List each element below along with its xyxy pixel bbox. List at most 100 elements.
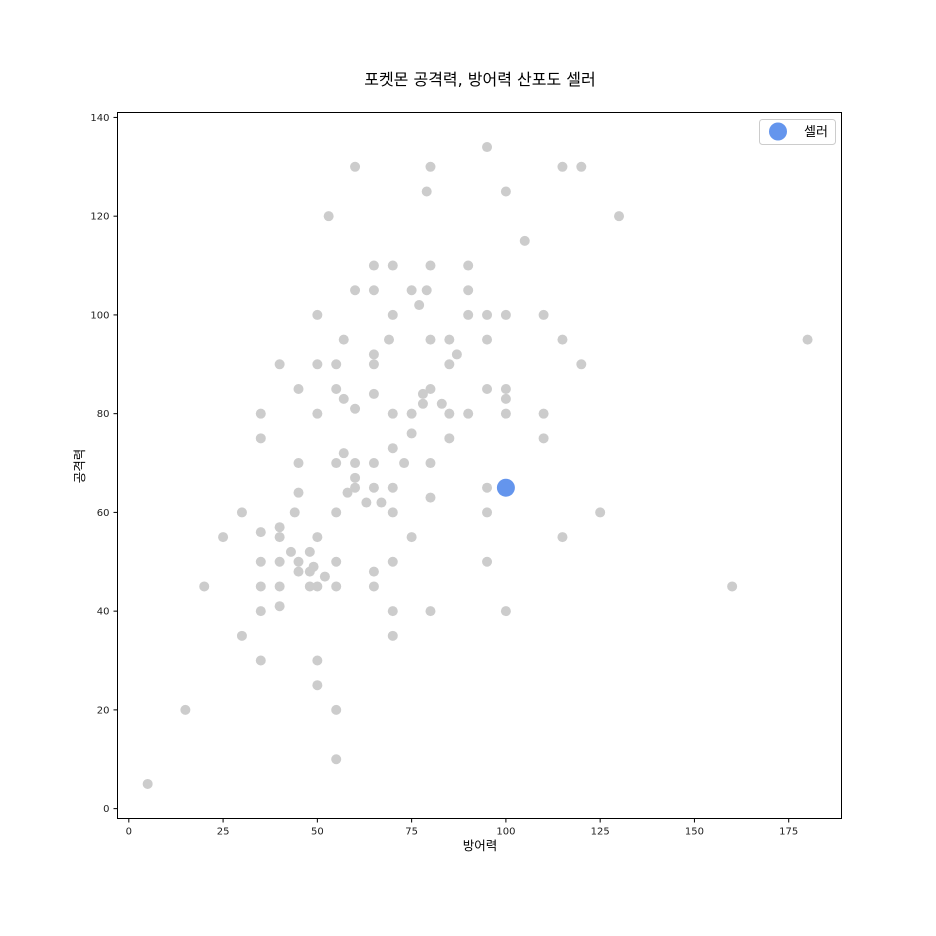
data-point [482,383,493,394]
data-point [463,408,474,419]
data-point [387,507,398,518]
data-point [451,349,462,360]
data-point [384,334,394,345]
data-point [500,408,511,419]
x-tick-label: 25 [217,827,230,838]
x-tick-label: 150 [685,827,704,838]
data-point [482,507,493,518]
data-point [463,309,474,320]
data-point [387,482,398,493]
y-tick-label: 20 [97,705,110,716]
data-point [482,334,493,345]
legend: 셀러 [759,119,836,145]
data-point [376,497,387,508]
data-point [236,630,247,641]
data-point [538,433,549,444]
data-point [361,497,372,508]
data-point [274,359,285,370]
y-tick-label: 140 [90,113,109,124]
data-point [557,334,568,345]
data-point [368,359,379,370]
y-axis: 0 20 40 60 80 100 120 140 [90,113,118,815]
data-point [417,388,428,399]
data-point [331,704,342,715]
y-tick-label: 120 [90,212,109,223]
data-point [342,487,353,498]
data-point [304,546,315,557]
data-point [500,383,511,394]
data-point [425,458,436,469]
data-point [425,260,436,271]
data-point [274,601,285,612]
legend-label: 셀러 [804,125,828,140]
data-point [387,606,398,617]
y-tick-label: 40 [97,607,110,618]
data-point [293,566,304,577]
data-point [387,443,398,454]
data-point [387,309,398,320]
data-point [285,546,296,557]
data-point [293,458,304,469]
data-point [274,581,285,592]
x-tick-label: 100 [496,827,515,838]
data-point [255,606,266,617]
data-point [444,433,455,444]
data-point [319,571,330,582]
data-point [444,408,455,419]
data-point [519,235,530,246]
data-point [436,398,447,409]
data-point [368,349,379,360]
data-point [312,408,323,419]
data-point [557,532,568,543]
data-point [406,532,417,543]
data-point [399,458,410,469]
data-point [576,359,587,370]
data-point [323,211,334,222]
x-tick-label: 125 [591,827,610,838]
data-point [387,556,398,567]
data-point [289,507,300,518]
data-point [387,630,398,641]
data-point [350,161,361,172]
data-point [425,606,436,617]
data-point [350,285,361,296]
data-point [293,383,304,394]
data-point [595,507,606,518]
data-point [387,260,398,271]
data-point [274,522,285,533]
data-point [255,433,266,444]
data-point [236,507,247,518]
data-point [414,300,425,311]
data-point [368,581,379,592]
data-point [312,309,323,320]
data-point [368,260,379,271]
x-axis-label: 방어력 [463,838,498,853]
data-point [312,532,323,543]
data-point [482,556,493,567]
data-point [557,161,568,172]
data-point [304,581,315,592]
data-point [331,458,342,469]
data-point [538,309,549,320]
x-axis: 0 25 50 75 100 125 150 175 [126,818,798,838]
x-tick-label: 75 [405,827,418,838]
data-point [293,487,304,498]
data-point [312,680,323,691]
data-point [500,309,511,320]
data-point [331,507,342,518]
data-point [444,359,455,370]
data-point [406,428,417,439]
data-point [421,186,432,197]
data-point [421,285,432,296]
x-tick-label: 0 [126,827,132,838]
data-point [255,556,266,567]
data-point [368,458,379,469]
data-point [614,211,625,222]
data-point [308,561,319,572]
data-point [218,532,229,543]
data-point [331,754,342,765]
data-point [350,482,361,493]
data-point [368,482,379,493]
data-point [425,383,436,394]
data-points [142,142,813,789]
